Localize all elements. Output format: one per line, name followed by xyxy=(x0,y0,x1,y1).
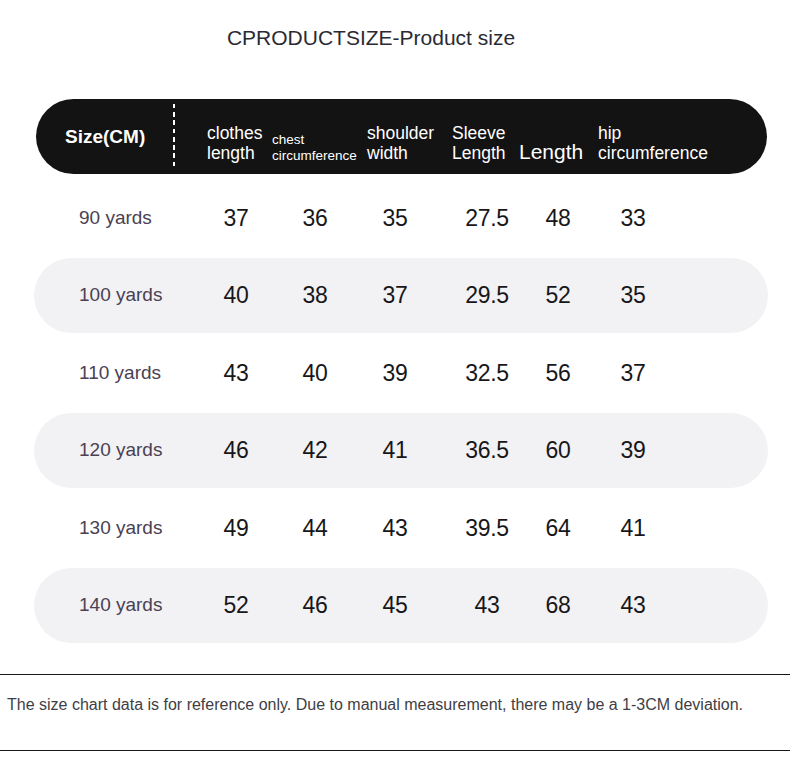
table-row: 140 yards 52 46 45 43 68 43 xyxy=(0,567,790,645)
cell-value: 40 xyxy=(303,359,328,386)
cell-value: 37 xyxy=(224,204,249,231)
cell-value: 27.5 xyxy=(465,204,509,231)
cell-value: 39.5 xyxy=(465,514,509,541)
cell-value: 43 xyxy=(383,514,408,541)
cell-value: 64 xyxy=(546,514,571,541)
column-header-length: Length xyxy=(519,140,583,163)
cell-value: 29.5 xyxy=(465,282,509,309)
cell-value: 49 xyxy=(224,514,249,541)
cell-value: 37 xyxy=(383,282,408,309)
cell-value: 41 xyxy=(621,514,646,541)
footer-divider-bottom xyxy=(0,750,790,752)
column-header-hip-circumference: hip circumference xyxy=(598,124,708,163)
cell-value: 38 xyxy=(303,282,328,309)
footer-note: The size chart data is for reference onl… xyxy=(7,696,743,714)
column-header-chest-circumference: chest circumference xyxy=(272,132,357,163)
cell-value: 40 xyxy=(224,282,249,309)
cell-value: 39 xyxy=(383,359,408,386)
row-size-label: 120 yards xyxy=(79,439,162,461)
cell-value: 41 xyxy=(383,437,408,464)
cell-value: 56 xyxy=(546,359,571,386)
row-size-label: 110 yards xyxy=(79,362,161,384)
cell-value: 52 xyxy=(546,282,571,309)
cell-value: 39 xyxy=(621,437,646,464)
cell-value: 68 xyxy=(546,592,571,619)
table-header: Size(CM) clothes length chest circumfere… xyxy=(36,99,767,174)
page-title: CPRODUCTSIZE-Product size xyxy=(227,27,515,48)
cell-value: 43 xyxy=(621,592,646,619)
table-row: 100 yards 40 38 37 29.5 52 35 xyxy=(0,257,790,335)
cell-value: 46 xyxy=(224,437,249,464)
cell-value: 43 xyxy=(224,359,249,386)
column-header-sleeve-length: Sleeve Length xyxy=(452,124,506,163)
cell-value: 36 xyxy=(303,204,328,231)
cell-value: 35 xyxy=(621,282,646,309)
cell-value: 52 xyxy=(224,592,249,619)
row-size-label: 90 yards xyxy=(79,207,152,229)
cell-value: 36.5 xyxy=(465,437,509,464)
cell-value: 37 xyxy=(621,359,646,386)
row-size-label: 140 yards xyxy=(79,594,162,616)
row-size-label: 130 yards xyxy=(79,517,162,539)
table-row: 110 yards 43 40 39 32.5 56 37 xyxy=(0,334,790,412)
cell-value: 32.5 xyxy=(465,359,509,386)
cell-value: 33 xyxy=(621,204,646,231)
dashed-divider xyxy=(173,104,175,169)
cell-value: 42 xyxy=(303,437,328,464)
footer-divider-top xyxy=(0,674,790,676)
column-header-shoulder-width: shoulder width xyxy=(367,124,434,163)
row-size-label: 100 yards xyxy=(79,284,162,306)
cell-value: 60 xyxy=(546,437,571,464)
cell-value: 43 xyxy=(475,592,500,619)
cell-value: 35 xyxy=(383,204,408,231)
table-row: 120 yards 46 42 41 36.5 60 39 xyxy=(0,412,790,490)
table-row: 130 yards 49 44 43 39.5 64 41 xyxy=(0,489,790,567)
cell-value: 45 xyxy=(383,592,408,619)
cell-value: 48 xyxy=(546,204,571,231)
column-header-clothes-length: clothes length xyxy=(207,124,262,163)
cell-value: 44 xyxy=(303,514,328,541)
table-body: 90 yards 37 36 35 27.5 48 33 100 yards 4… xyxy=(0,179,790,644)
table-row: 90 yards 37 36 35 27.5 48 33 xyxy=(0,179,790,257)
size-cm-label: Size(CM) xyxy=(65,126,145,148)
cell-value: 46 xyxy=(303,592,328,619)
